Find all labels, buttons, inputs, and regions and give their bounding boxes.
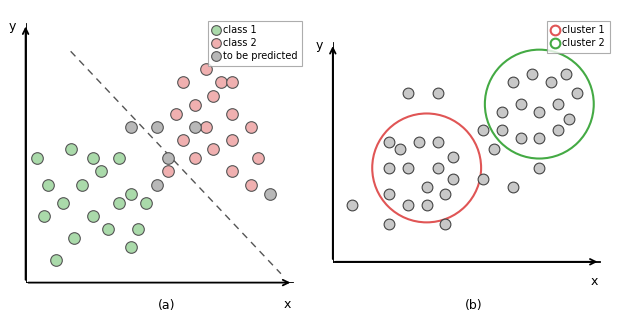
Point [163,155,173,160]
Point [178,80,188,85]
Point [201,124,211,129]
Point [384,192,394,197]
Point [125,245,136,250]
Point [115,155,125,160]
Text: x: x [284,298,291,311]
Point [32,155,42,160]
Point [77,182,87,187]
Point [227,80,237,85]
Point [227,111,237,116]
Point [125,124,136,129]
Point [384,139,394,144]
Point [39,214,49,219]
Point [572,90,582,95]
Point [478,128,488,133]
Point [534,109,545,114]
Point [440,192,451,197]
Point [58,200,68,205]
Legend: class 1, class 2, to be predicted: class 1, class 2, to be predicted [209,20,302,66]
Point [163,169,173,174]
Point [51,258,61,263]
Point [433,165,443,171]
Point [534,165,545,171]
Point [152,124,162,129]
Point [433,90,443,95]
Point [403,203,413,208]
Point [508,184,518,189]
Point [564,116,575,122]
Point [246,124,256,129]
Point [422,184,432,189]
Text: y: y [316,39,323,52]
Point [189,124,200,129]
Point [561,72,571,77]
Point [208,147,218,152]
Point [403,165,413,171]
Point [346,203,356,208]
Point [527,72,537,77]
Point [65,147,76,152]
Point [448,177,458,182]
Point [43,182,53,187]
Point [422,203,432,208]
Point [216,80,226,85]
Point [545,79,556,84]
Point [125,191,136,196]
Point [95,169,106,174]
Point [208,93,218,98]
Point [264,191,275,196]
Point [515,102,525,107]
Point [403,90,413,95]
Point [497,128,507,133]
Point [246,182,256,187]
Point [227,169,237,174]
Point [103,227,113,232]
Text: (b): (b) [465,299,483,311]
Point [178,138,188,143]
Point [478,177,488,182]
Point [227,138,237,143]
Point [189,155,200,160]
Point [88,155,99,160]
Point [553,102,563,107]
Point [133,227,143,232]
Point [433,139,443,144]
Point [152,182,162,187]
Point [553,128,563,133]
Point [384,165,394,171]
Point [396,147,406,152]
Point [69,236,79,241]
Point [489,147,499,152]
Point [253,155,264,160]
Point [115,200,125,205]
Point [201,67,211,72]
Point [515,135,525,140]
Point [534,135,545,140]
Point [414,139,424,144]
Point [384,222,394,227]
Point [508,79,518,84]
Text: (a): (a) [157,299,175,311]
Text: y: y [9,20,16,33]
Legend: cluster 1, cluster 2: cluster 1, cluster 2 [547,20,609,53]
Point [448,154,458,159]
Text: x: x [591,275,598,288]
Point [171,111,181,116]
Point [88,214,99,219]
Point [141,200,151,205]
Point [440,222,451,227]
Point [189,102,200,107]
Point [497,109,507,114]
